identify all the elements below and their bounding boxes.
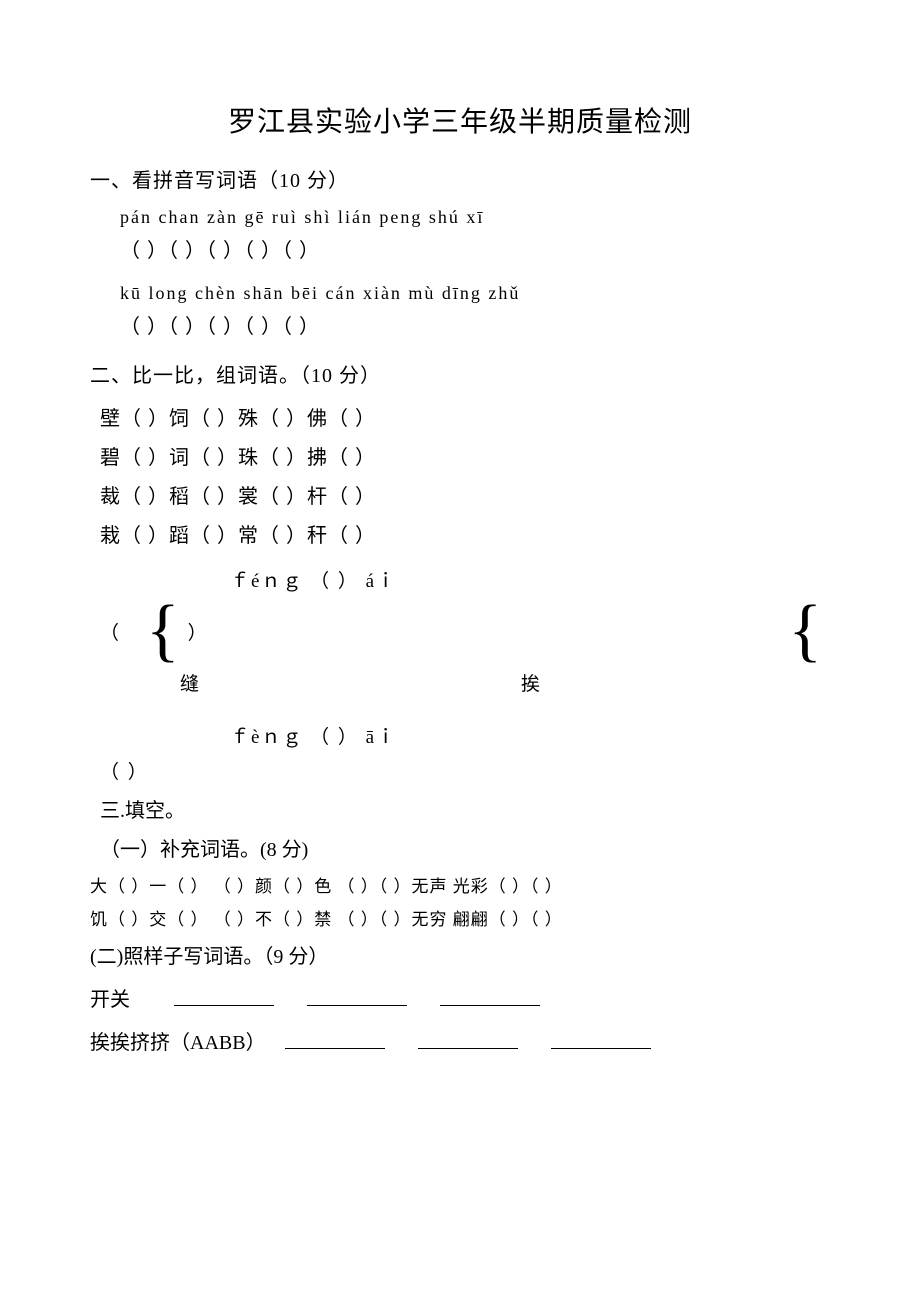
polyphone-char: 缝 (180, 669, 201, 696)
blank-line (440, 988, 540, 1006)
answer-row-2: （ ）（ ）（ ）（ ）（ ） (120, 310, 830, 339)
section-3-heading: 三.填空。 (100, 794, 830, 823)
polyphone-answer: （ ） (100, 757, 830, 784)
compare-row: 栽（ ）蹈（ ）常（ ）秆（ ） (100, 519, 830, 548)
pinyin-row-1: pán chan zàn gē ruì shì lián peng shú xī (120, 207, 830, 228)
compare-row: 裁（ ）稻（ ）裳（ ）杆（ ） (100, 480, 830, 509)
polyphone-block: ｆéｎｇ （ ） áｉ （ { ） { 缝 挨 ｆèｎｇ （ ） āｉ （ (100, 566, 830, 784)
example-label: 开关 (90, 989, 130, 1011)
blank-line (551, 1031, 651, 1049)
brace-icon: { (146, 601, 182, 661)
section-2-heading: 二、比一比，组词语。（10 分） (90, 359, 830, 388)
brace-icon: { (788, 601, 824, 661)
example-row-2: 挨挨挤挤（AABB） (90, 1026, 830, 1055)
polyphone-answer-close: ） (188, 618, 209, 645)
blank-line (285, 1031, 385, 1049)
compare-row: 碧（ ）词（ ）珠（ ）拂（ ） (100, 441, 830, 470)
section-3-sub1: （一）补充词语。(8 分) (100, 833, 830, 862)
fill-blank-row: 饥（ ）交（ ） （ ）不（ ）禁 （ ）（ ）无穷 翩翩（ ）（ ） (90, 905, 830, 930)
pinyin-row-2: kū long chèn shān bēi cán xiàn mù dīng z… (120, 283, 830, 304)
fill-blank-row: 大（ ）一（ ） （ ）颜（ ）色 （ ）（ ）无声 光彩（ ）（ ） (90, 872, 830, 897)
answer-row-1: （ ）（ ）（ ）（ ）（ ） (120, 234, 830, 263)
blank-line (174, 988, 274, 1006)
section-1-heading: 一、看拼音写词语（10 分） (90, 164, 830, 193)
polyphone-char: 挨 (521, 669, 542, 696)
polyphone-reading: ｆéｎｇ （ ） áｉ (230, 566, 397, 593)
blank-line (307, 988, 407, 1006)
polyphone-answer: （ (100, 618, 140, 645)
example-row-1: 开关 (90, 983, 830, 1012)
compare-row: 壁（ ）饲（ ）殊（ ）佛（ ） (100, 402, 830, 431)
section-3-sub2: (二)照样子写词语。（9 分） (90, 940, 830, 969)
polyphone-reading: ｆèｎｇ （ ） āｉ (230, 722, 397, 749)
page-title: 罗江县实验小学三年级半期质量检测 (90, 100, 830, 140)
blank-line (418, 1031, 518, 1049)
example-label: 挨挨挤挤（AABB） (90, 1032, 266, 1054)
